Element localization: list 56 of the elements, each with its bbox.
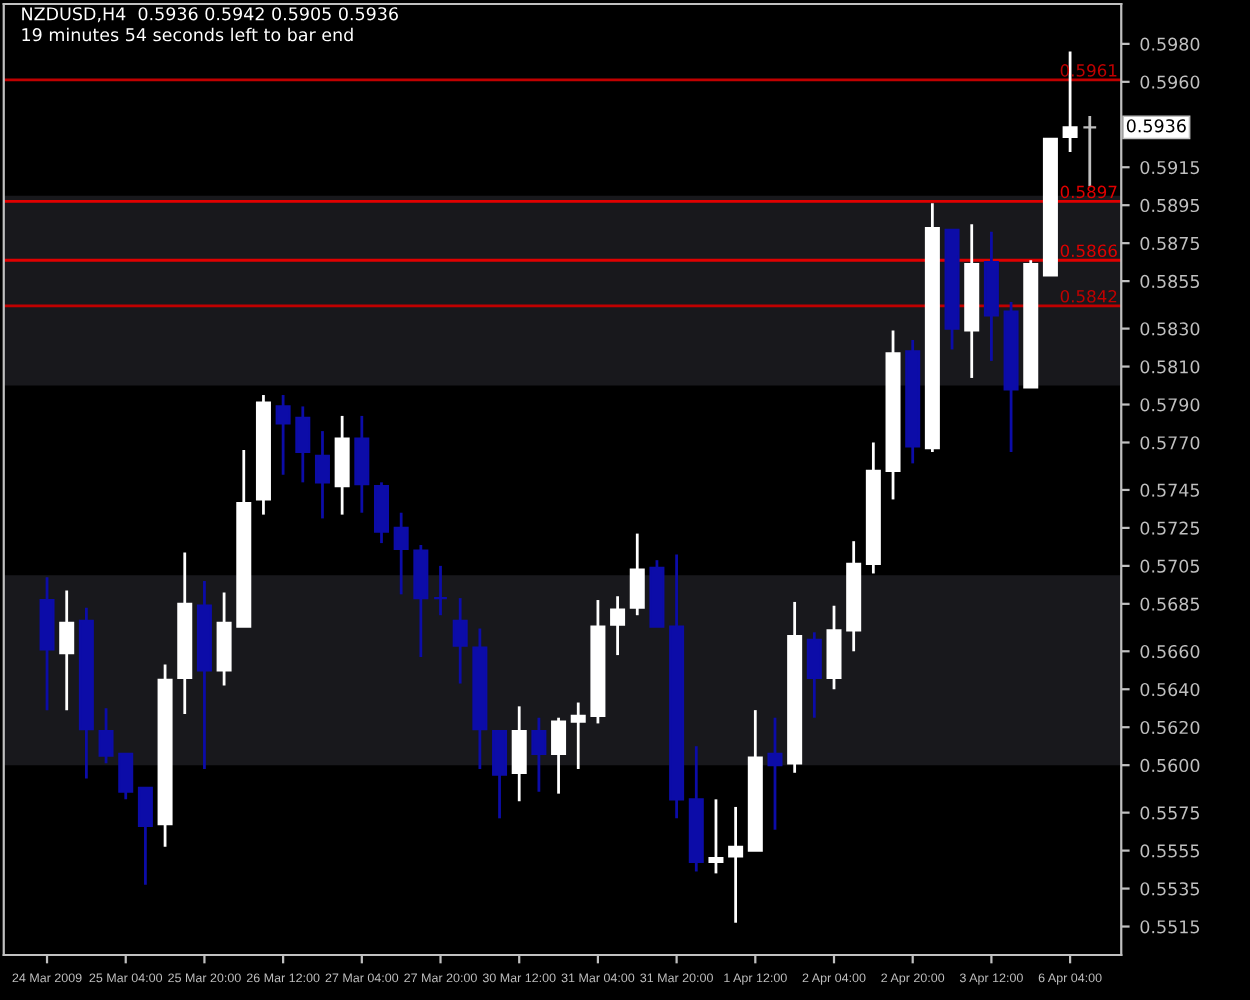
candlestick: [137, 786, 153, 887]
candlestick: [551, 716, 567, 796]
y-tick-label: 0.5515: [1140, 920, 1200, 934]
y-tick-label: 0.5705: [1140, 559, 1200, 573]
candlestick: [708, 797, 724, 875]
y-tick-label: 0.5555: [1140, 844, 1200, 858]
ref-line-label: 0.5897: [1060, 185, 1117, 199]
y-tick-label: 0.5685: [1140, 597, 1200, 611]
candlestick: [767, 716, 783, 832]
candlestick: [492, 729, 508, 820]
y-tick-label: 0.5830: [1140, 322, 1200, 336]
candlestick: [629, 532, 645, 617]
y-tick-label: 0.5915: [1140, 160, 1200, 175]
candlestick: [452, 596, 468, 685]
candlestick: [295, 405, 311, 484]
y-tick-label: 0.5575: [1140, 806, 1200, 820]
y-tick-label: 0.5535: [1140, 882, 1200, 896]
text: 19 minutes 54 seconds left to bar end: [22, 27, 353, 42]
candlestick: [511, 704, 527, 803]
candlestick: [413, 543, 429, 659]
text: 0.5936: [1126, 119, 1186, 133]
candlestick: [118, 752, 134, 801]
candlestick: [275, 393, 291, 477]
y-tick-label: 0.5620: [1140, 720, 1200, 735]
y-tick-label: 0.5960: [1140, 75, 1200, 89]
y-tick-label: 0.5725: [1140, 521, 1200, 535]
candlestick: [354, 414, 370, 515]
candlestick: [334, 414, 350, 517]
y-tick-label: 0.5660: [1140, 644, 1200, 659]
candlestick: [216, 591, 232, 687]
candlestick: [314, 429, 330, 520]
candlestick: [570, 701, 586, 771]
candlestick: [531, 716, 547, 794]
candlestick: [59, 589, 75, 712]
y-tick-label: 0.5640: [1140, 682, 1200, 697]
candlestick: [1082, 114, 1098, 188]
candlestick: [826, 604, 842, 691]
candlestick: [728, 805, 744, 925]
y-tick-label: 0.5745: [1140, 483, 1200, 497]
y-tick-label: 0.5875: [1140, 236, 1200, 251]
y-tick-label: 0.5790: [1140, 398, 1200, 412]
y-tick-label: 0.5895: [1140, 198, 1200, 213]
y-tick-label: 0.5810: [1140, 360, 1200, 374]
candlestick: [610, 594, 626, 657]
y-tick-label: 0.5770: [1140, 436, 1200, 450]
candlestick: [98, 706, 114, 765]
y-tick-label: 0.5855: [1140, 274, 1200, 289]
y-tick-label: 0.5600: [1140, 758, 1200, 773]
y-tick-label: 0.5980: [1140, 37, 1200, 51]
candlestick: [393, 511, 409, 596]
ref-line-label: 0.5866: [1060, 244, 1117, 258]
candlestick: [806, 630, 822, 720]
candlestick: [373, 480, 389, 545]
candlestick: [433, 564, 449, 617]
chart-title: NZDUSD,H4 0.5936 0.5942 0.5905 0.5936: [22, 7, 398, 23]
ref-line-label: 0.5842: [1060, 289, 1117, 303]
